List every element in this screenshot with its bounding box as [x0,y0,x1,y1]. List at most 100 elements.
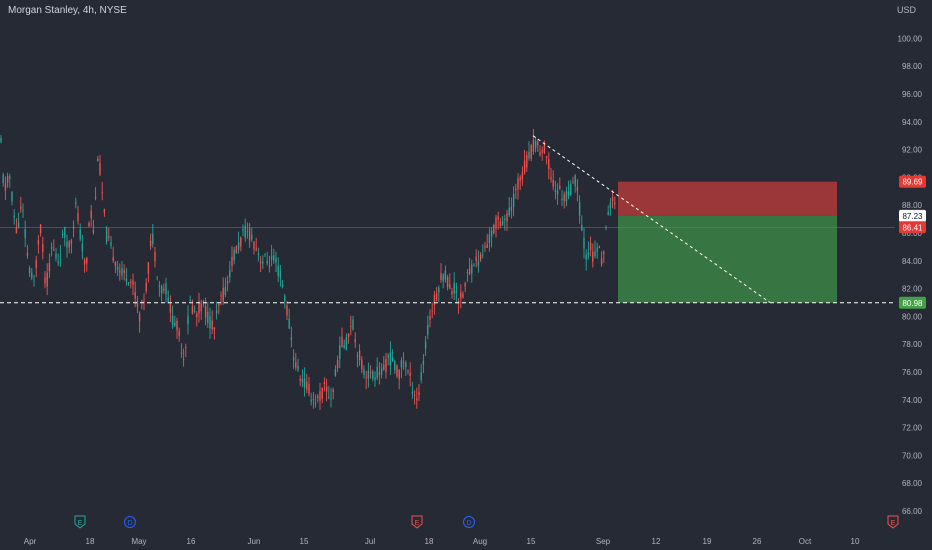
stop-price-tag-bg [899,175,926,188]
dividend-marker[interactable]: D [124,516,136,528]
earnings-icon [411,515,423,529]
candle-body [594,251,596,257]
candle-body [59,255,62,257]
trendline[interactable] [532,135,771,303]
dividend-marker[interactable]: D [463,516,475,528]
candle-body [455,291,458,293]
candle-body [523,160,526,173]
candle-body [145,282,147,292]
candle-body [369,372,372,374]
candle-body [308,383,310,394]
candle-body [431,310,433,312]
candle-body [281,284,284,287]
event-marker-label: D [127,520,132,527]
candle-body [64,227,66,238]
candle-body [211,320,213,330]
candle-body [0,138,2,143]
candle-body [442,274,444,282]
candle-body [160,286,163,294]
candle-body [44,277,46,284]
candle-body [158,285,161,287]
candle-body [215,310,218,313]
candle-body [94,197,97,199]
candle-body [413,394,416,396]
candle-body [528,151,530,159]
time-tick-label: 15 [300,537,309,546]
price-tick-label: 80.00 [902,312,923,321]
candle-body [15,227,18,234]
price-tick-label: 72.00 [902,424,923,433]
earnings-marker[interactable]: E [887,515,899,529]
candle-body [341,336,343,348]
candle-body [141,300,143,302]
candle-body [28,268,31,273]
earnings-marker[interactable]: E [74,515,86,529]
candle-body [303,378,306,388]
candle-body [72,226,75,229]
candle-body [541,149,543,153]
candle-body [411,391,414,394]
time-tick-label: 10 [851,537,860,546]
candle-body [319,391,321,401]
price-tick-label: 84.00 [902,257,923,266]
candle-body [251,234,253,240]
candle-body [462,293,464,298]
candle-body [231,256,233,267]
candle-body [110,242,112,246]
candle-body [57,261,59,264]
candle-body [83,260,86,265]
candle-body [343,345,345,348]
time-tick-label: Jun [248,537,261,546]
event-marker-label: E [891,520,896,527]
candle-body [198,302,200,314]
candle-body [572,182,574,183]
earnings-icon [74,515,86,529]
candle-body [31,272,33,279]
event-marker-label: E [415,520,420,527]
take-profit-zone[interactable] [618,215,837,303]
earnings-marker[interactable]: E [411,515,423,529]
price-tick-label: 66.00 [902,507,923,516]
candle-body [123,269,125,273]
candle-body [33,285,35,287]
candle-body [499,221,502,227]
candle-body [587,252,590,256]
candle-body [235,246,238,254]
candle-body [37,240,40,245]
candle-body [407,370,409,372]
candle-body [48,262,51,272]
candle-body [526,155,528,168]
candle-body [4,183,7,191]
dividend-icon [124,516,136,528]
candle-body [365,377,367,379]
candle-body [321,387,323,399]
price-tick-label: 92.00 [902,146,923,155]
candle-body [398,369,400,380]
candle-body [596,247,598,252]
candle-body [108,236,110,238]
time-tick-label: 18 [86,537,95,546]
candle-body [519,176,521,181]
stop-loss-zone[interactable] [618,181,837,216]
candle-body [310,399,312,402]
candle-body [396,365,398,377]
candle-body [354,339,356,343]
candle-body [35,259,37,269]
candle-body [323,382,326,385]
candle-body [165,283,167,295]
candle-body [156,276,158,278]
candle-body [605,227,607,229]
candle-body [284,296,286,302]
candle-body [99,163,101,175]
candle-body [17,222,20,228]
price-tick-label: 100.00 [898,34,923,43]
candle-body [592,251,594,262]
candle-body [497,216,499,220]
candle-body [350,326,352,328]
candle-body [50,247,53,249]
candle-body [88,222,90,227]
candle-body [614,202,616,205]
candle-body [116,266,119,271]
last-price-tag-bg [899,221,926,234]
